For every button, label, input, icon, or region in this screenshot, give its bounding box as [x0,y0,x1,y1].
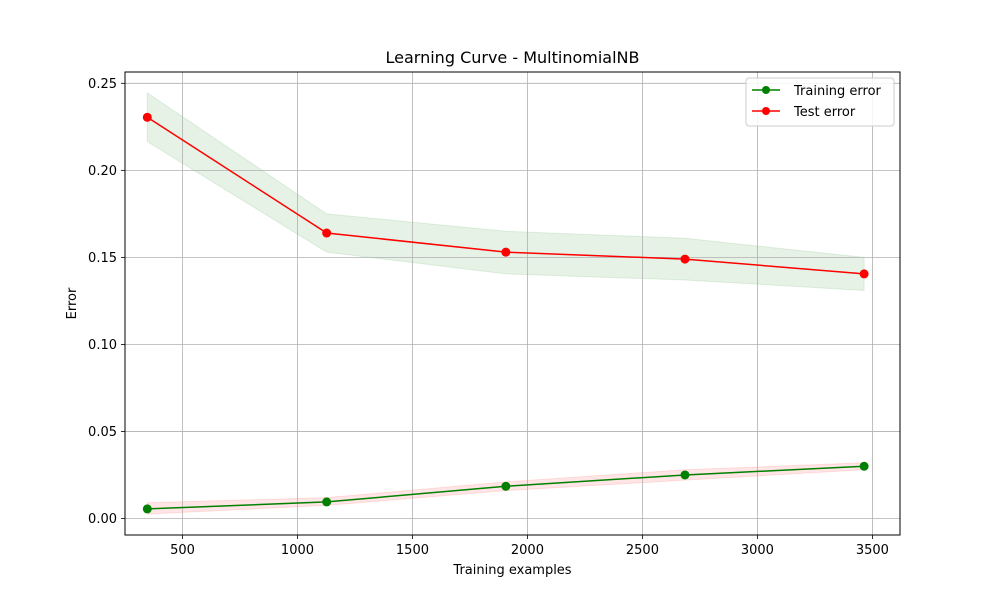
point-training-error [501,481,511,491]
y-tick-label: 0.00 [88,512,117,527]
y-tick-label: 0.25 [88,77,117,92]
x-tick-label: 2000 [511,543,544,558]
point-training-error [142,504,152,514]
y-axis-label: Error [65,287,80,319]
point-test-error [859,269,869,279]
point-test-error [322,228,332,238]
legend: Training error Test error [745,77,895,127]
legend-entry-training-error: Training error [752,84,882,99]
point-training-error [859,461,869,471]
chart-title: Learning Curve - MultinomialNB [386,48,640,67]
point-test-error [680,254,690,264]
legend-box [745,77,895,127]
band-test-error [146,91,865,291]
point-test-error [501,247,511,257]
x-tick-label: 2500 [626,543,659,558]
x-tick-label: 3000 [741,543,774,558]
legend-marker-test-error [762,107,770,115]
axis-ticks: 500 1000 1500 2000 2500 3000 3500 0.00 0.05 0.10 0… [88,77,889,558]
x-tick-label: 1500 [396,543,429,558]
y-tick-label: 0.05 [88,425,117,440]
y-tick-label: 0.20 [88,164,117,179]
y-tick-label: 0.10 [88,338,117,353]
x-tick-label: 3500 [856,543,889,558]
legend-label-training-error: Training error [793,84,882,99]
x-tick-label: 500 [170,543,195,558]
point-test-error [142,112,152,122]
y-tick-label: 0.15 [88,251,117,266]
legend-marker-training-error [762,86,770,94]
x-axis-label: Training examples [452,563,571,578]
point-training-error [680,470,690,480]
confidence-bands [146,91,865,515]
legend-entry-test-error: Test error [752,105,856,120]
point-training-error [322,497,332,507]
x-tick-label: 1000 [281,543,314,558]
series-lines [142,112,869,514]
legend-label-test-error: Test error [793,105,856,120]
plot-area-frame [124,71,901,536]
